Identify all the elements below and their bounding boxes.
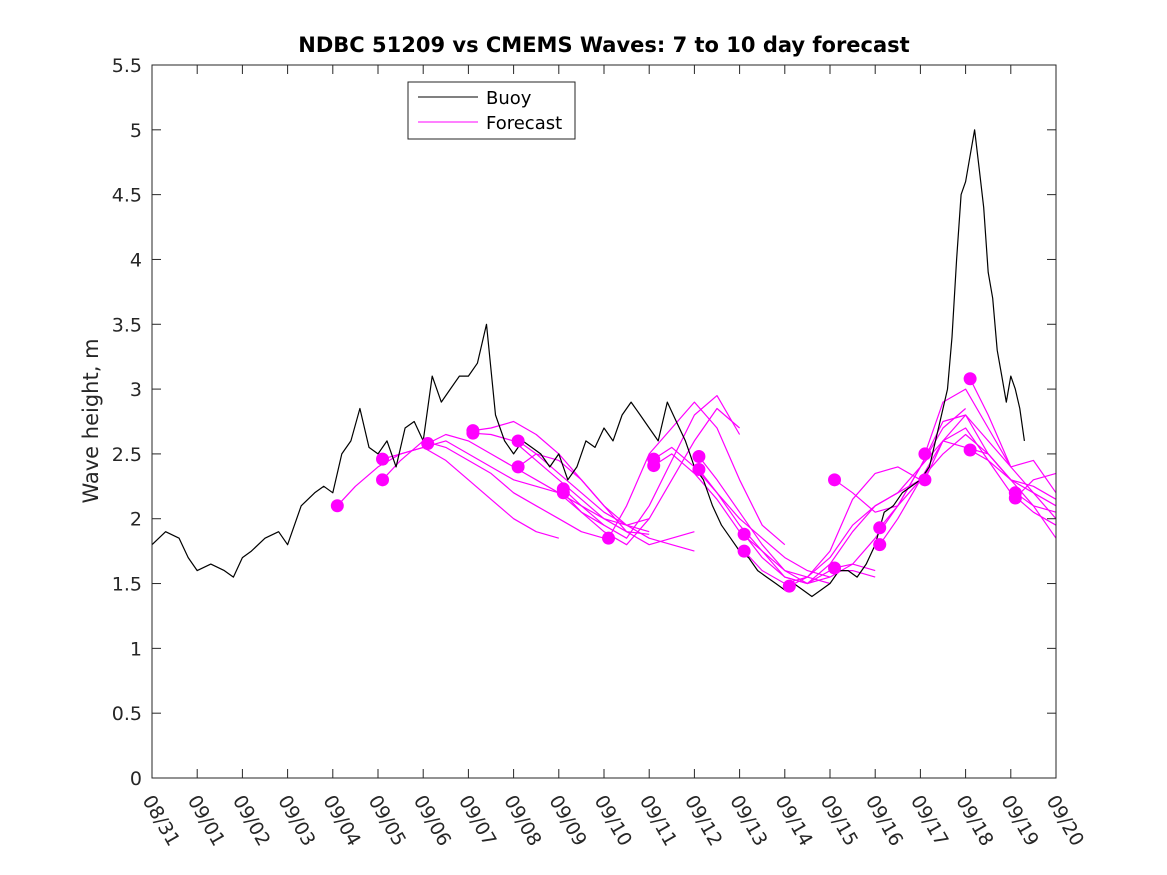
forecast-start-marker	[692, 462, 706, 476]
forecast-start-marker	[873, 521, 887, 535]
forecast-start-marker	[1008, 491, 1022, 505]
y-tick-label: 2	[130, 509, 142, 531]
y-tick-label: 5	[130, 120, 142, 142]
plot-area	[152, 65, 1056, 778]
forecast-start-marker	[737, 544, 751, 558]
forecast-start-marker	[647, 459, 661, 473]
forecast-series-line	[472, 432, 650, 535]
forecast-series-group	[336, 378, 1057, 587]
legend-forecast-label: Forecast	[486, 113, 562, 134]
forecast-series-line	[969, 449, 1057, 500]
legend-buoy-label: Buoy	[486, 88, 532, 109]
forecast-series-line	[879, 414, 1057, 529]
forecast-series-line	[382, 440, 605, 539]
forecast-start-marker	[873, 538, 887, 552]
forecast-start-marker	[376, 473, 390, 487]
forecast-series-line	[517, 440, 695, 552]
forecast-markers-group	[330, 372, 1022, 593]
legend: Buoy Forecast	[407, 81, 576, 140]
forecast-series-line	[427, 433, 650, 533]
buoy-series-line	[151, 129, 1025, 598]
forecast-series-line	[653, 446, 831, 578]
forecast-start-marker	[556, 486, 570, 500]
y-tick-label: 2.5	[112, 444, 142, 466]
forecast-series-line	[969, 378, 1057, 494]
y-axis: 0 0.5 1 1.5 2 2.5 3 3.5 4 4.5 5 5.5	[112, 55, 1056, 790]
forecast-series-line	[607, 401, 786, 546]
forecast-start-marker	[511, 460, 525, 474]
forecast-start-marker	[918, 473, 932, 487]
forecast-start-marker	[692, 450, 706, 464]
buoy-series-group	[151, 129, 1025, 598]
forecast-series-line	[879, 427, 1057, 546]
forecast-start-marker	[511, 434, 525, 448]
forecast-start-marker	[376, 452, 390, 466]
forecast-start-marker	[737, 527, 751, 541]
y-tick-label: 3	[130, 379, 142, 401]
y-tick-label: 1	[130, 638, 142, 660]
y-tick-label: 4.5	[112, 185, 142, 207]
y-tick-label: 1.5	[112, 574, 142, 596]
forecast-start-marker	[918, 447, 932, 461]
y-axis-label: Wave height, m	[79, 338, 103, 503]
forecast-series-line	[336, 446, 559, 539]
y-tick-label: 5.5	[112, 55, 142, 77]
forecast-start-marker	[782, 579, 796, 593]
forecast-start-marker	[330, 499, 344, 513]
chart-title: NDBC 51209 vs CMEMS Waves: 7 to 10 day f…	[298, 33, 909, 57]
legend-box	[407, 81, 576, 140]
forecast-start-marker	[963, 372, 977, 386]
forecast-start-marker	[421, 437, 435, 451]
forecast-series-line	[924, 388, 1057, 520]
forecast-series-line	[382, 440, 605, 526]
forecast-start-marker	[828, 561, 842, 575]
forecast-start-marker	[602, 531, 616, 545]
y-tick-label: 0.5	[112, 703, 142, 725]
forecast-series-line	[698, 456, 876, 585]
forecast-series-line	[517, 453, 695, 546]
forecast-start-marker	[963, 443, 977, 457]
forecast-series-line	[743, 466, 921, 585]
y-tick-label: 3.5	[112, 314, 142, 336]
forecast-start-marker	[466, 426, 480, 440]
forecast-series-line	[562, 395, 741, 539]
y-tick-label: 4	[130, 249, 142, 271]
forecast-start-marker	[828, 473, 842, 487]
y-tick-label: 0	[130, 768, 142, 790]
